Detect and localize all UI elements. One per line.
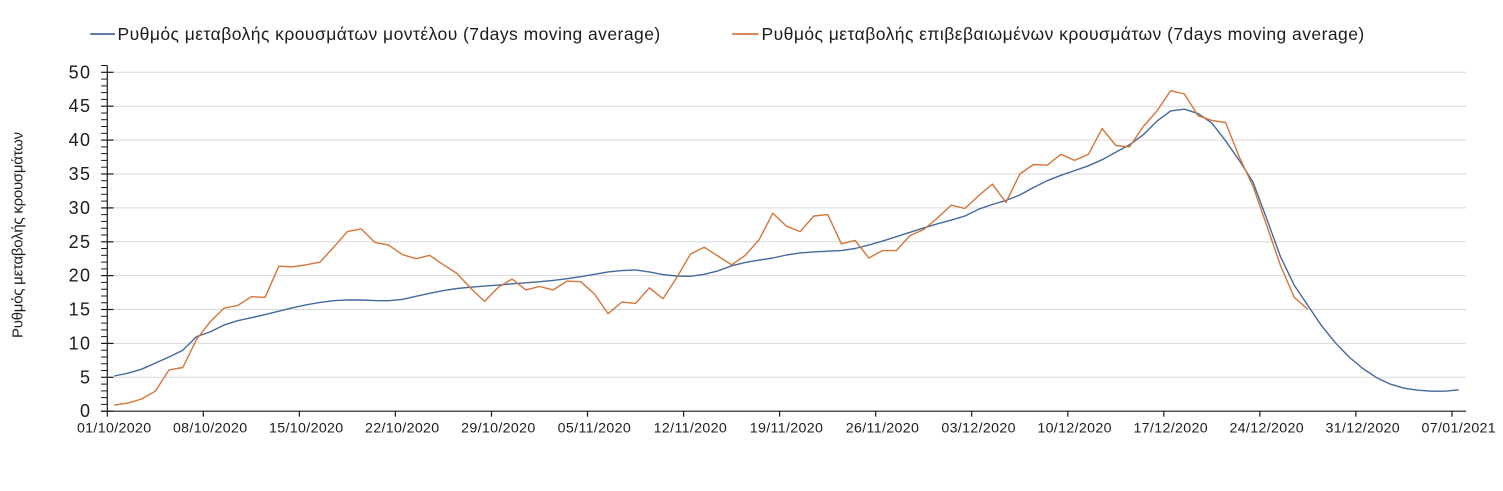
- svg-text:5: 5: [80, 367, 91, 387]
- svg-text:Ρυθμός μεταβολής κρουσμάτων μο: Ρυθμός μεταβολής κρουσμάτων μοντέλου (7d…: [118, 24, 661, 44]
- svg-text:10: 10: [69, 333, 92, 353]
- svg-text:29/10/2020: 29/10/2020: [461, 421, 536, 437]
- svg-text:17/12/2020: 17/12/2020: [1133, 421, 1208, 437]
- svg-text:Ρυθμός μεταβολής επιβεβαιωμένω: Ρυθμός μεταβολής επιβεβαιωμένων κρουσμάτ…: [762, 24, 1365, 44]
- svg-text:03/12/2020: 03/12/2020: [941, 421, 1016, 437]
- svg-text:08/10/2020: 08/10/2020: [173, 421, 248, 437]
- svg-text:05/11/2020: 05/11/2020: [558, 421, 631, 437]
- svg-text:01/10/2020: 01/10/2020: [77, 421, 152, 437]
- svg-text:26/11/2020: 26/11/2020: [846, 421, 919, 437]
- svg-text:40: 40: [69, 130, 92, 150]
- svg-text:19/11/2020: 19/11/2020: [750, 421, 823, 437]
- svg-text:15: 15: [69, 300, 92, 320]
- svg-text:45: 45: [69, 96, 92, 116]
- svg-text:12/11/2020: 12/11/2020: [654, 421, 727, 437]
- svg-text:15/10/2020: 15/10/2020: [269, 421, 344, 437]
- svg-text:0: 0: [80, 401, 91, 421]
- svg-text:25: 25: [69, 232, 92, 252]
- svg-text:Ρυθμός μεταβολής κρουσμάτων: Ρυθμός μεταβολής κρουσμάτων: [10, 132, 27, 338]
- svg-text:07/01/2021: 07/01/2021: [1422, 421, 1497, 437]
- svg-text:24/12/2020: 24/12/2020: [1229, 421, 1304, 437]
- svg-text:35: 35: [69, 164, 92, 184]
- svg-text:30: 30: [69, 198, 92, 218]
- svg-text:10/12/2020: 10/12/2020: [1037, 421, 1112, 437]
- svg-text:50: 50: [69, 62, 92, 82]
- svg-text:22/10/2020: 22/10/2020: [365, 421, 440, 437]
- svg-text:20: 20: [69, 266, 92, 286]
- svg-text:31/12/2020: 31/12/2020: [1326, 421, 1401, 437]
